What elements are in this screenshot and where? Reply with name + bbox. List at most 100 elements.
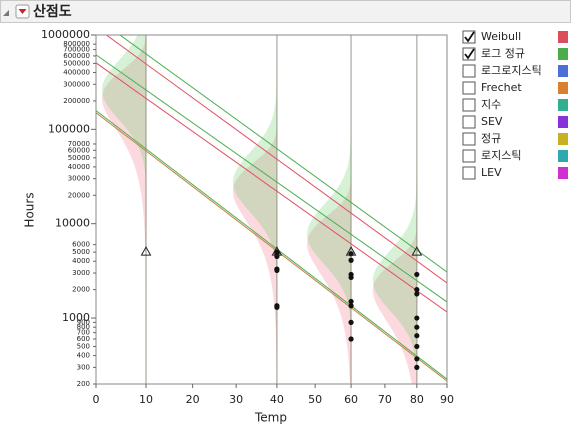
x-tick-label: 30 <box>229 393 243 406</box>
collapse-icon[interactable] <box>3 10 9 16</box>
y-tick-label: 3000 <box>72 269 90 277</box>
legend-swatch <box>558 150 568 162</box>
legend-checkbox[interactable] <box>462 132 476 146</box>
fit-line <box>96 110 447 380</box>
legend-swatch <box>558 82 568 94</box>
fit-line <box>119 35 447 273</box>
legend-checkbox[interactable] <box>462 166 476 180</box>
failure-point <box>348 257 354 263</box>
legend-label: 로지스틱 <box>481 149 521 162</box>
legend-swatch <box>558 65 568 77</box>
legend-checkbox[interactable] <box>462 115 476 129</box>
failure-point <box>348 274 354 280</box>
checkmark <box>464 31 475 43</box>
y-tick-label: 500000 <box>63 59 90 67</box>
failure-point <box>274 267 280 273</box>
censored-point <box>411 246 423 256</box>
y-tick-label: 200000 <box>63 97 90 105</box>
legend-swatch <box>558 167 568 179</box>
x-tick-label: 90 <box>440 393 454 406</box>
legend-label: SEV <box>481 115 503 128</box>
legend-checkbox[interactable] <box>462 81 476 95</box>
legend-label: Frechet <box>481 81 522 94</box>
y-tick-label: 1000000 <box>41 28 90 41</box>
y-tick-label: 800 <box>77 323 90 331</box>
plot-frame <box>95 34 448 385</box>
failure-point <box>348 336 354 342</box>
x-tick-label: 60 <box>344 393 358 406</box>
y-tick-label: 70000 <box>68 140 90 148</box>
failure-point <box>414 291 420 297</box>
fit-line <box>96 54 447 303</box>
legend-label: LEV <box>481 166 502 179</box>
legend-label: 지수 <box>481 98 501 111</box>
failure-point <box>414 343 420 350</box>
legend-swatch <box>558 48 568 60</box>
legend-checkbox[interactable] <box>462 64 476 78</box>
y-tick-label: 500 <box>77 342 90 350</box>
y-tick-label: 300 <box>77 363 90 371</box>
legend-swatch <box>558 31 568 43</box>
x-axis-label: Temp <box>254 411 287 425</box>
failure-point <box>414 315 420 321</box>
legend-swatch <box>558 133 568 145</box>
fit-line <box>96 112 447 382</box>
density-curve <box>232 35 277 384</box>
header-title: 산점도 <box>33 3 72 20</box>
x-tick-label: 80 <box>410 393 424 406</box>
y-tick-label: 300000 <box>63 80 90 88</box>
y-tick-label: 1000 <box>62 311 90 324</box>
y-tick-label: 400 <box>77 352 90 360</box>
legend-label: 로그로지스틱 <box>481 64 542 77</box>
x-tick-label: 50 <box>308 393 322 406</box>
y-tick-label: 400000 <box>63 69 90 77</box>
legend-label: 정규 <box>481 132 501 145</box>
legend-label: 로그 정규 <box>481 47 525 60</box>
density-curve <box>307 35 352 384</box>
y-tick-label: 20000 <box>68 191 90 199</box>
density-curve <box>102 35 147 384</box>
y-tick-label: 30000 <box>68 175 90 183</box>
plot-area <box>96 35 447 384</box>
legend-checkbox[interactable] <box>462 98 476 112</box>
failure-point <box>274 304 280 310</box>
y-tick-label: 900 <box>77 318 90 326</box>
y-tick-label: 40000 <box>68 163 90 171</box>
failure-point <box>348 319 354 325</box>
x-tick-label: 70 <box>378 393 392 406</box>
x-tick-label: 40 <box>270 393 284 406</box>
y-tick-label: 200 <box>77 380 90 388</box>
fit-line <box>106 35 447 284</box>
failure-point <box>274 253 280 260</box>
legend-checkbox[interactable] <box>462 149 476 163</box>
legend-swatch <box>558 116 568 128</box>
x-tick-label: 20 <box>186 393 200 406</box>
y-tick-label: 4000 <box>72 257 90 265</box>
y-tick-label: 5000 <box>72 248 90 256</box>
failure-point <box>414 356 420 362</box>
y-tick-label: 700000 <box>63 46 90 54</box>
failure-point <box>414 324 420 330</box>
density-curve <box>372 35 417 384</box>
failure-point <box>414 287 420 293</box>
y-tick-label: 50000 <box>68 154 90 162</box>
y-tick-label: 600000 <box>63 52 90 60</box>
y-tick-label: 700 <box>77 329 90 337</box>
failure-point <box>348 303 354 309</box>
y-tick-label: 100000 <box>48 122 90 135</box>
y-tick-label: 10000 <box>55 217 90 230</box>
density-curve <box>102 35 147 384</box>
censored-point <box>140 246 152 256</box>
x-tick-label: 0 <box>93 393 100 406</box>
checkmark <box>464 48 475 60</box>
legend-swatch <box>558 99 568 111</box>
y-axis-label: Hours <box>23 192 37 227</box>
failure-point <box>414 364 420 370</box>
menu-arrow <box>18 9 27 14</box>
failure-point <box>414 271 420 278</box>
density-curve <box>372 35 417 384</box>
failure-point <box>348 298 354 305</box>
y-tick-label: 60000 <box>68 146 90 154</box>
